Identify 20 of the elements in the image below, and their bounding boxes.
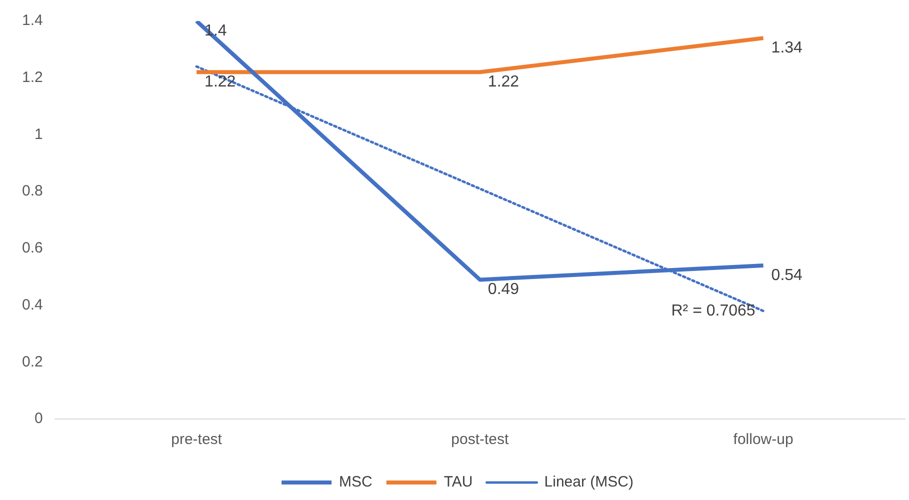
y-tick-label: 0.4 <box>22 296 43 314</box>
y-tick-label: 1.4 <box>22 12 43 30</box>
x-tick-label: follow-up <box>733 431 794 448</box>
legend-label: TAU <box>444 474 473 491</box>
x-tick-label: post-test <box>451 431 510 448</box>
y-tick-label: 0.8 <box>22 182 43 200</box>
y-tick-label: 1 <box>34 126 43 143</box>
data-label: 1.22 <box>488 74 520 91</box>
data-label: 1.34 <box>771 39 803 56</box>
data-label: 1.22 <box>204 74 236 91</box>
legend-label: Linear (MSC) <box>544 474 634 491</box>
data-label: 0.54 <box>771 266 803 284</box>
legend-label: MSC <box>339 474 373 491</box>
y-tick-label: 0 <box>34 410 43 428</box>
data-label: 0.49 <box>488 281 520 298</box>
x-tick-label: pre-test <box>171 431 223 448</box>
annotation: R² = 0.7065 <box>671 302 756 320</box>
y-tick-label: 0.6 <box>22 240 43 257</box>
y-tick-label: 0.2 <box>22 353 43 370</box>
y-tick-label: 1.2 <box>22 69 43 86</box>
